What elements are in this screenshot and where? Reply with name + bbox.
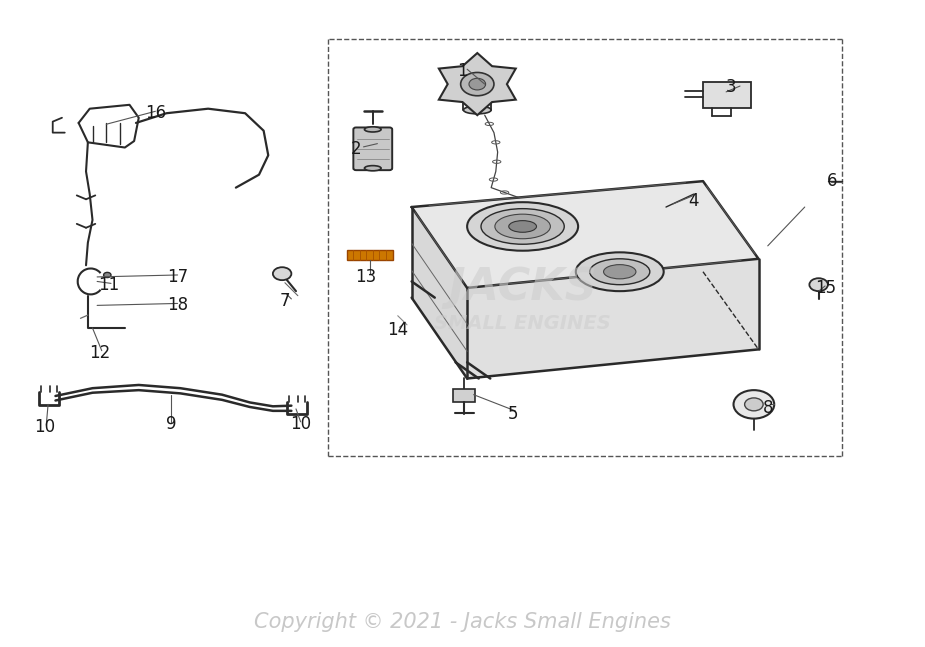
Text: 18: 18 — [167, 296, 188, 314]
Bar — [453, 389, 475, 402]
Circle shape — [461, 72, 494, 96]
Text: 8: 8 — [762, 399, 773, 417]
Text: 13: 13 — [355, 268, 376, 286]
Circle shape — [104, 272, 111, 278]
Text: 9: 9 — [166, 415, 177, 433]
Ellipse shape — [364, 127, 381, 132]
Text: 10: 10 — [290, 415, 311, 433]
Ellipse shape — [509, 221, 536, 232]
Ellipse shape — [603, 265, 636, 279]
Text: SMALL ENGINES: SMALL ENGINES — [434, 314, 611, 333]
Circle shape — [745, 398, 763, 411]
Text: 10: 10 — [34, 418, 55, 436]
Polygon shape — [438, 53, 516, 115]
Ellipse shape — [463, 106, 491, 114]
Text: 7: 7 — [279, 292, 290, 310]
Text: Copyright © 2021 - Jacks Small Engines: Copyright © 2021 - Jacks Small Engines — [254, 613, 671, 632]
Text: 5: 5 — [508, 405, 519, 423]
Polygon shape — [467, 259, 758, 378]
Text: 1: 1 — [457, 62, 468, 80]
Circle shape — [469, 78, 486, 90]
Ellipse shape — [481, 208, 564, 245]
Text: JACKS: JACKS — [449, 267, 597, 309]
Text: 14: 14 — [388, 321, 408, 339]
Ellipse shape — [590, 259, 649, 285]
Text: 11: 11 — [99, 276, 119, 294]
Ellipse shape — [495, 214, 550, 239]
Circle shape — [734, 390, 774, 419]
Polygon shape — [412, 181, 758, 288]
Circle shape — [273, 267, 291, 280]
Bar — [347, 250, 393, 260]
Circle shape — [809, 278, 828, 291]
FancyBboxPatch shape — [353, 127, 392, 170]
Ellipse shape — [575, 252, 664, 291]
Bar — [703, 82, 751, 108]
Text: 12: 12 — [90, 344, 110, 362]
Ellipse shape — [467, 202, 578, 251]
Polygon shape — [412, 207, 467, 378]
Text: 16: 16 — [145, 104, 166, 122]
Text: 4: 4 — [688, 192, 699, 210]
Text: 2: 2 — [351, 140, 362, 158]
Text: 17: 17 — [167, 268, 188, 286]
Text: 15: 15 — [816, 279, 836, 297]
Text: 6: 6 — [827, 172, 838, 190]
Text: 3: 3 — [725, 78, 736, 96]
Ellipse shape — [364, 166, 381, 171]
